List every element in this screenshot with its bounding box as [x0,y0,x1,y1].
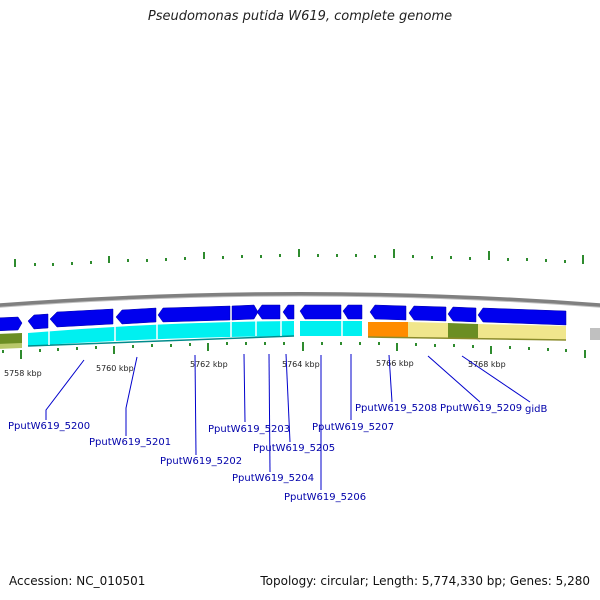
category-track [0,321,567,349]
genome-backbone [0,292,600,308]
forward-genes-track [0,304,567,332]
gene-label-pputw619-5203[interactable]: PputW619_5203 [208,424,290,435]
gene-arrow[interactable] [282,304,295,320]
gene-label-pputw619-5206[interactable]: PputW619_5206 [284,492,366,503]
gene-arrow[interactable] [157,305,231,323]
kbp-label: 5762 kbp [190,360,228,369]
gene-label-pputw619-5205[interactable]: PputW619_5205 [253,443,335,454]
gene-arrow[interactable] [115,307,157,325]
gene-grey-partial[interactable] [590,328,600,340]
gene-label-pputw619-5200[interactable]: PputW619_5200 [8,421,90,432]
top-tick-row [14,249,584,267]
kbp-label: 5768 kbp [468,360,506,369]
genome-summary: Topology: circular; Length: 5,774,330 bp… [260,574,590,588]
gene-arrow[interactable] [408,305,447,322]
gene-arrow[interactable] [49,308,114,328]
kbp-label: 5758 kbp [4,369,42,378]
leader-lines [45,353,531,490]
gene-label-pputw619-5209[interactable]: PputW619_5209 [440,403,522,414]
backbone-shadow [0,295,600,308]
gene-arrow[interactable] [369,304,407,321]
kbp-label: 5760 kbp [96,364,134,373]
gene-arrow[interactable] [447,306,477,323]
gene-arrow[interactable] [0,316,23,332]
gene-label-pputw619-5207[interactable]: PputW619_5207 [312,422,394,433]
gene-arrow[interactable] [299,304,342,320]
accession-label: Accession: NC_010501 [9,574,146,588]
gene-label-pputw619-5202[interactable]: PputW619_5202 [160,456,242,467]
gene-label-pputw619-5204[interactable]: PputW619_5204 [232,473,314,484]
gene-arrow[interactable] [477,307,567,326]
gene-arrow[interactable] [231,304,259,321]
gene-label-pputw619-5201[interactable]: PputW619_5201 [89,437,171,448]
gene-arrow[interactable] [342,304,363,320]
gene-arrow[interactable] [27,313,49,330]
map-title: Pseudomonas putida W619, complete genome [147,9,453,24]
gene-label-pputw619-5208[interactable]: PputW619_5208 [355,403,437,414]
inner-tick-row [2,342,586,359]
gene-arrow[interactable] [256,304,281,320]
kbp-label: 5764 kbp [282,360,320,369]
gene-label-gidb[interactable]: gidB [525,404,547,415]
kbp-label: 5766 kbp [376,359,414,368]
